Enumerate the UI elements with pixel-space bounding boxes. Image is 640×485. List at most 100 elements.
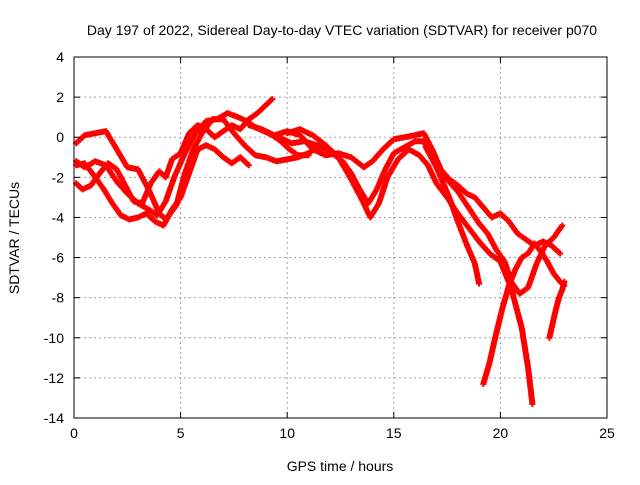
data-marker-trail xyxy=(182,148,196,175)
data-marker-trail xyxy=(221,117,236,135)
data-marker-trail xyxy=(200,117,215,135)
data-marker-trail xyxy=(455,189,471,209)
data-marker-trail xyxy=(163,157,175,179)
data-marker-trail xyxy=(456,183,469,196)
data-marker-trail xyxy=(144,211,157,224)
data-marker-trail xyxy=(74,133,87,146)
data-marker-trail xyxy=(500,284,512,309)
data-marker-trail xyxy=(171,151,188,179)
x-tick-label: 5 xyxy=(177,425,185,441)
data-marker-trail xyxy=(182,131,198,155)
data-marker-trail xyxy=(82,161,98,179)
y-tick-label: 4 xyxy=(56,49,64,65)
y-tick-label: -14 xyxy=(44,410,64,426)
data-marker-trail xyxy=(434,181,449,199)
data-marker-trail xyxy=(170,151,183,162)
data-marker-trail xyxy=(376,176,390,205)
data-marker-trail xyxy=(264,97,274,107)
data-marker-trail xyxy=(429,147,443,171)
data-marker-trail xyxy=(423,145,439,169)
data-marker-trail xyxy=(170,195,183,211)
x-tick-label: 20 xyxy=(493,425,509,441)
data-marker-trail xyxy=(520,251,530,260)
y-axis-label: SDTVAR / TECUs xyxy=(6,182,22,294)
data-marker-trail xyxy=(417,153,430,167)
data-marker-trail xyxy=(232,131,247,147)
data-layer xyxy=(73,96,568,407)
data-marker-trail xyxy=(477,239,492,256)
data-marker-trail xyxy=(362,159,375,170)
y-tick-label: 2 xyxy=(56,89,64,105)
x-tick-label: 0 xyxy=(70,425,78,441)
data-marker-trail xyxy=(455,220,469,245)
data-point xyxy=(529,400,536,407)
data-marker-trail xyxy=(385,157,401,179)
data-marker-trail xyxy=(93,175,106,191)
data-marker-trail xyxy=(487,332,499,364)
data-marker-trail xyxy=(103,163,119,183)
data-marker-trail xyxy=(425,163,439,185)
x-tick-label: 25 xyxy=(599,425,615,441)
data-marker-trail xyxy=(477,221,490,236)
data-marker-trail xyxy=(247,111,259,122)
data-marker-trail xyxy=(464,242,478,265)
y-tick-label: -6 xyxy=(52,250,65,266)
series-arc-10 xyxy=(546,278,568,341)
y-tick-label: -8 xyxy=(52,290,65,306)
data-marker-trail xyxy=(255,103,268,115)
x-tick-label: 15 xyxy=(386,425,402,441)
data-marker-trail xyxy=(238,155,251,168)
data-marker-trail xyxy=(494,248,507,264)
data-marker-trail xyxy=(186,148,200,175)
data-marker-trail xyxy=(114,147,130,169)
x-tick-label: 10 xyxy=(279,425,295,441)
data-marker-trail xyxy=(466,225,481,244)
series-arc-3 xyxy=(73,116,321,223)
data-marker-trail xyxy=(519,326,531,370)
plot-frame xyxy=(73,56,608,419)
y-tick-label: -10 xyxy=(44,330,64,346)
data-marker-trail xyxy=(279,139,292,152)
data-point xyxy=(269,96,276,103)
data-marker-trail xyxy=(349,177,364,201)
data-marker-trail xyxy=(178,172,192,199)
data-marker-trail xyxy=(106,161,119,172)
data-marker-trail xyxy=(212,147,225,160)
y-tick-label: 0 xyxy=(56,129,64,145)
data-marker-trail xyxy=(507,220,520,235)
chart-title: Day 197 of 2022, Sidereal Day-to-day VTE… xyxy=(87,22,597,38)
ticks: 0 5 10 15 20 25 -14 -12 -10 -8 -6 -4 -2 0 2 4 xyxy=(44,49,615,441)
grid xyxy=(74,57,607,418)
data-point xyxy=(245,162,252,169)
data-marker-trail xyxy=(311,133,328,148)
y-tick-label: -12 xyxy=(44,370,64,386)
data-marker-trail xyxy=(525,262,539,289)
data-marker-trail xyxy=(370,147,385,163)
series-arc-4 xyxy=(73,142,252,229)
data-marker-trail xyxy=(242,143,257,157)
data-marker-trail xyxy=(532,241,543,254)
data-marker-trail xyxy=(434,165,449,181)
data-point xyxy=(557,250,564,257)
data-marker-trail xyxy=(525,366,536,406)
data-marker-trail xyxy=(135,167,151,191)
data-marker-trail xyxy=(163,176,177,203)
data-marker-trail xyxy=(114,179,130,195)
data-marker-trail xyxy=(508,286,525,329)
y-tick-label: -2 xyxy=(52,169,65,185)
data-marker-trail xyxy=(488,251,502,264)
data-marker-trail xyxy=(493,306,506,335)
data-marker-trail xyxy=(381,137,396,151)
data-marker-trail xyxy=(543,235,556,248)
data-marker-trail xyxy=(498,211,511,224)
data-marker-trail xyxy=(551,224,565,239)
data-marker-trail xyxy=(455,211,471,230)
data-point xyxy=(559,222,566,229)
data-marker-trail xyxy=(193,119,208,135)
data-marker-trail xyxy=(125,191,140,206)
data-marker-trail xyxy=(466,205,482,225)
data-marker-trail xyxy=(323,143,341,160)
data-point xyxy=(476,280,483,287)
